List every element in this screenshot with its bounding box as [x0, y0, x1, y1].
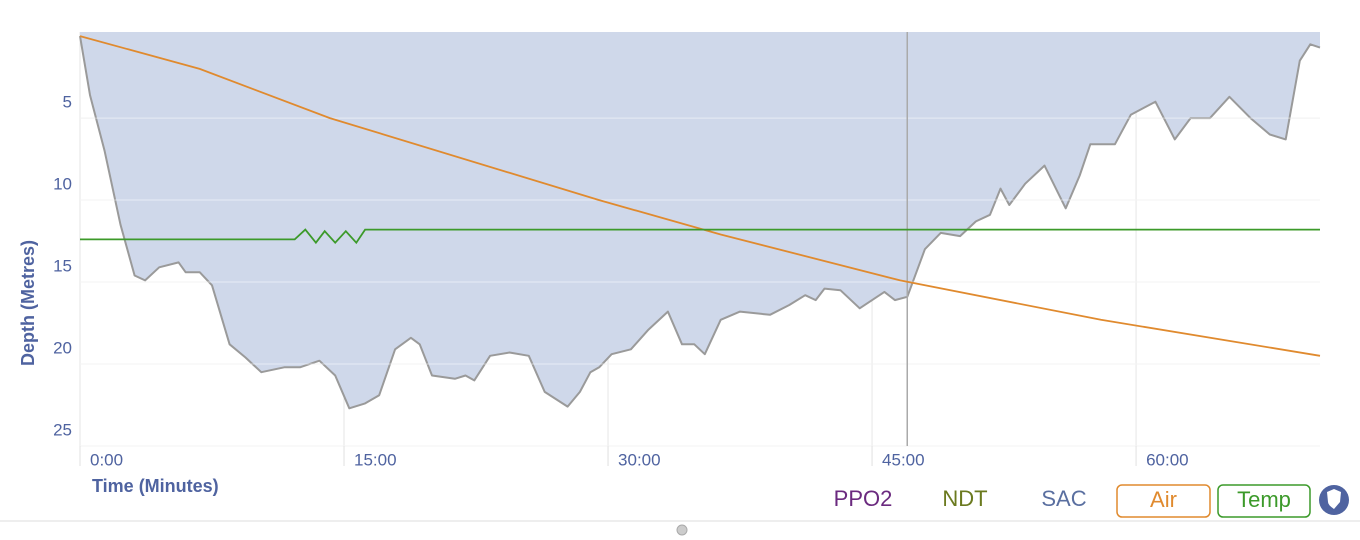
plot	[79, 32, 1321, 447]
x-axis-title: Time (Minutes)	[92, 476, 219, 496]
legend-button[interactable]	[1217, 484, 1311, 518]
legend-label[interactable]: Temp	[1237, 487, 1291, 512]
y-tick-label: 5	[63, 93, 72, 112]
x-tick-label: 30:00	[618, 450, 661, 469]
resize-handle[interactable]	[676, 524, 688, 536]
legend-button[interactable]	[1116, 484, 1211, 518]
legend-toggle[interactable]: SAC	[1041, 486, 1086, 511]
legend-toggle[interactable]: NDT	[942, 486, 987, 511]
series-line	[80, 228, 1320, 245]
x-tick-label: 45:00	[882, 450, 925, 469]
x-tick-label: 15:00	[354, 450, 397, 469]
y-axis-title: Depth (Metres)	[18, 240, 38, 366]
depth-line	[79, 35, 1321, 410]
y-tick-label: 10	[53, 175, 72, 194]
y-tick-label: 15	[53, 257, 72, 276]
y-tick-label: 25	[53, 420, 72, 439]
y-tick-label: 20	[53, 339, 72, 358]
legend-label[interactable]: Air	[1150, 487, 1177, 512]
x-tick-label: 60:00	[1146, 450, 1189, 469]
legend-toggle[interactable]: PPO2	[834, 486, 893, 511]
series-line	[79, 35, 1321, 357]
x-tick-label: 0:00	[90, 450, 123, 469]
depth-area	[80, 32, 1320, 409]
shield-icon[interactable]	[1319, 485, 1349, 515]
